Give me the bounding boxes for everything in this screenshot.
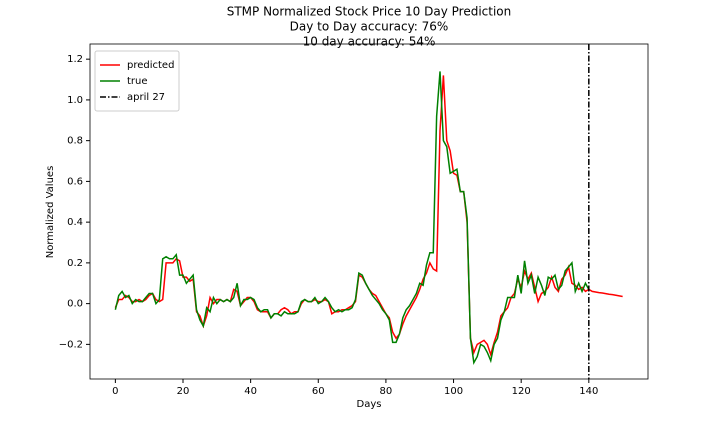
y-tick-label: 0.0	[67, 299, 83, 310]
x-tick-label: 80	[380, 386, 393, 397]
x-tick-label: 100	[444, 386, 463, 397]
series-line	[114, 75, 623, 358]
x-axis-label: Days	[357, 399, 382, 410]
y-tick-label: 0.4	[67, 217, 83, 228]
legend-label: true	[127, 76, 148, 87]
y-tick-label: 1.2	[67, 54, 83, 65]
x-tick-label: 140	[579, 386, 598, 397]
chart-subtitle: 10 day accuracy: 54%	[303, 35, 436, 49]
y-axis-label: Normalized Values	[45, 166, 56, 259]
x-tick-label: 120	[512, 386, 531, 397]
x-tick-label: 0	[112, 386, 118, 397]
legend-label: april 27	[127, 92, 165, 103]
y-tick-label: 0.6	[67, 176, 83, 187]
series-line	[114, 71, 590, 366]
x-tick-label: 40	[244, 386, 257, 397]
chart-subtitle: Day to Day accuracy: 76%	[290, 20, 449, 34]
y-tick-label: 1.0	[67, 95, 83, 106]
y-tick-label: −0.2	[59, 339, 83, 350]
x-tick-label: 20	[177, 386, 190, 397]
chart-title: STMP Normalized Stock Price 10 Day Predi…	[227, 5, 512, 19]
x-tick-label: 60	[312, 386, 325, 397]
y-tick-label: 0.2	[67, 258, 83, 269]
y-tick-label: 0.8	[67, 136, 83, 147]
plot-frame	[89, 43, 649, 380]
legend-label: predicted	[127, 60, 174, 71]
legend-box	[94, 50, 180, 112]
